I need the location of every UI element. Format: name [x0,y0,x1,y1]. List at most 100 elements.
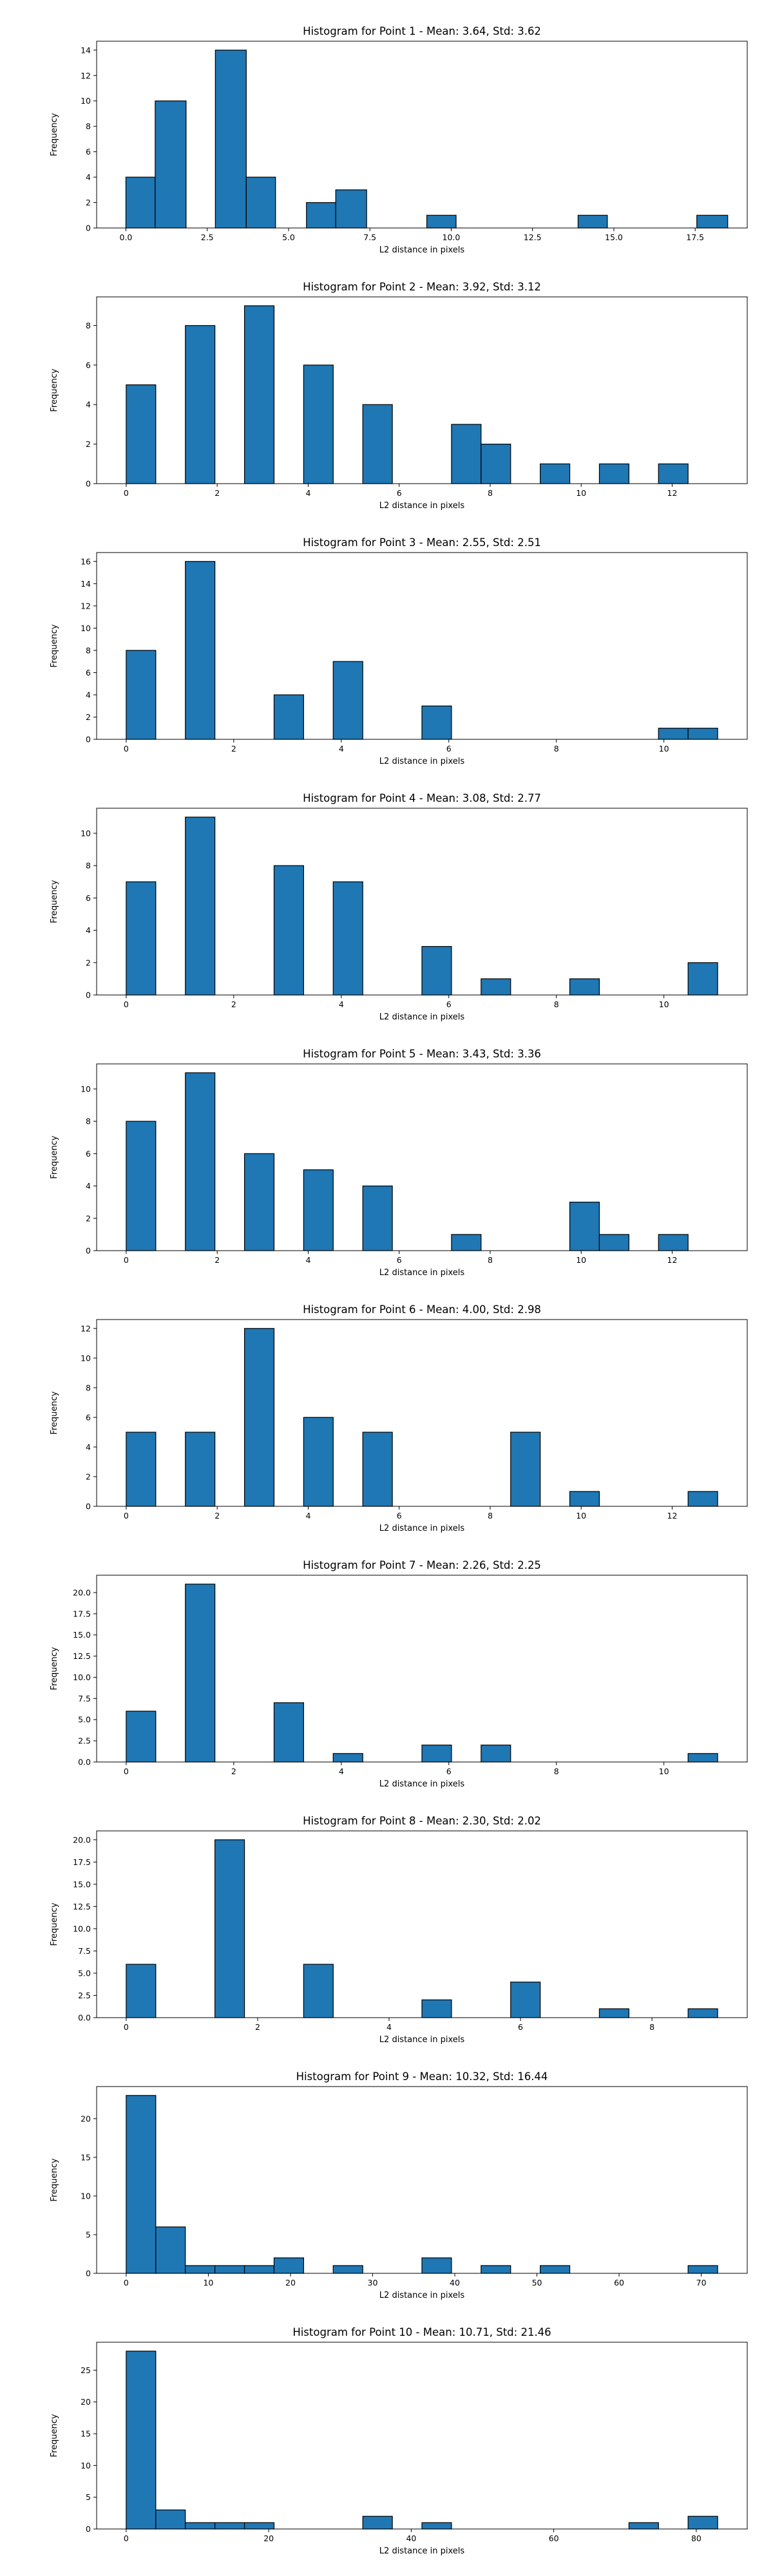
y-tick-label: 10.0 [73,1924,91,1933]
y-tick-label: 10 [81,623,91,633]
plot-frame [96,1063,748,1251]
y-tick-label: 20.0 [73,1835,91,1844]
x-tick-label: 10 [576,1511,586,1520]
y-tick-label: 2 [86,439,91,449]
histogram-panel-1: Histogram for Point 1 - Mean: 3.64, Std:… [50,25,748,255]
histogram-bar [481,978,511,996]
histogram-bar [687,1753,718,1763]
y-axis-label: Frequency [50,2158,59,2201]
x-tick-label: 8 [554,744,559,753]
histogram-bar [126,2095,157,2274]
histogram-bar [540,2265,571,2274]
x-tick-label: 8 [488,1255,493,1265]
x-tick-label: 4 [386,2022,392,2032]
histogram-bar [658,1234,689,1251]
x-tick-label: 0 [124,1255,129,1265]
y-tick-label: 20 [81,2397,91,2407]
histogram-bar [451,424,482,484]
x-tick-label: 60 [614,2278,624,2287]
y-tick-label: 6 [86,893,91,903]
histogram-bar [185,561,216,740]
y-tick-label: 0 [86,1502,91,1511]
x-axis-label: L2 distance in pixels [379,1268,465,1278]
histogram-bar [569,1491,600,1507]
x-axis-label: L2 distance in pixels [379,2291,465,2300]
histogram-bar [687,1491,718,1507]
x-axis-label: L2 distance in pixels [379,1779,465,1789]
x-tick-label: 60 [549,2533,559,2543]
histogram-panel-9: Histogram for Point 9 - Mean: 10.32, Std… [50,2070,748,2300]
y-tick-label: 0 [86,990,91,1000]
x-tick-label: 12.5 [524,232,542,242]
histogram-bar [245,176,276,229]
x-axis-label: L2 distance in pixels [379,2035,465,2045]
histogram-bar [598,1234,629,1251]
histogram-bar [598,463,629,484]
histogram-bar [687,728,718,740]
x-tick-label: 10 [659,999,669,1009]
y-tick-label: 0.0 [78,1757,91,1767]
x-tick-label: 4 [305,1255,310,1265]
y-tick-label: 4 [86,690,91,699]
y-tick-label: 14 [81,45,91,55]
histogram-bar [540,463,571,484]
histogram-bar [687,2515,718,2530]
y-axis-label: Frequency [50,368,59,412]
x-tick-label: 10 [576,488,586,498]
y-tick-label: 0.0 [78,2013,91,2023]
histogram-bar [155,100,187,229]
y-tick-label: 12.5 [73,1651,91,1661]
histogram-bar [126,1710,157,1763]
x-tick-label: 0 [124,1511,129,1520]
histogram-bar [362,2515,393,2530]
y-tick-label: 4 [86,925,91,935]
histogram-bar [658,728,689,740]
x-tick-label: 2 [215,1511,220,1520]
plot-frame [96,41,748,229]
histogram-bar [481,2265,511,2274]
histogram-bar [510,1982,541,2018]
histogram-bar [481,1745,511,1763]
y-tick-label: 4 [86,1181,91,1191]
histogram-bar [569,978,600,996]
histogram-bar [481,444,511,484]
x-tick-label: 6 [446,744,452,753]
x-tick-label: 30 [368,2278,378,2287]
chart-title: Histogram for Point 4 - Mean: 3.08, Std:… [303,792,541,804]
plot-frame [96,552,748,740]
histogram-bar [185,2522,216,2530]
plot-frame [96,296,748,484]
x-tick-label: 70 [696,2278,707,2287]
y-tick-label: 2 [86,958,91,967]
y-tick-label: 10.0 [73,1672,91,1682]
histogram-bar [126,1432,157,1507]
y-tick-label: 6 [86,1412,91,1422]
histogram-bar [126,384,157,484]
x-tick-label: 12 [667,1255,678,1265]
y-tick-label: 14 [81,579,91,589]
y-tick-label: 12.5 [73,1902,91,1911]
x-tick-label: 20 [285,2278,296,2287]
histogram-bar [243,2522,275,2530]
y-tick-label: 4 [86,1442,91,1452]
histogram-bar [155,2509,186,2530]
histogram-bar [303,1964,334,2018]
y-tick-label: 8 [86,122,91,131]
x-tick-label: 8 [649,2022,654,2032]
y-axis-label: Frequency [50,1647,59,1690]
y-tick-label: 2.5 [78,1991,91,2000]
y-tick-label: 2 [86,1472,91,1481]
plot-frame [96,2342,748,2530]
histogram-bar [273,2257,304,2274]
plot-frame [96,808,748,996]
x-axis-label: L2 distance in pixels [379,1012,465,1022]
x-tick-label: 2 [231,1766,236,1776]
histogram-bar [243,1153,275,1251]
y-tick-label: 15 [81,2152,91,2162]
histogram-panel-7: Histogram for Point 7 - Mean: 2.26, Std:… [50,1559,748,1789]
histogram-bar [658,463,689,484]
histogram-bar [273,694,304,740]
histogram-bar [185,1432,216,1507]
x-axis-label: L2 distance in pixels [379,2546,465,2556]
x-tick-label: 17.5 [686,232,704,242]
